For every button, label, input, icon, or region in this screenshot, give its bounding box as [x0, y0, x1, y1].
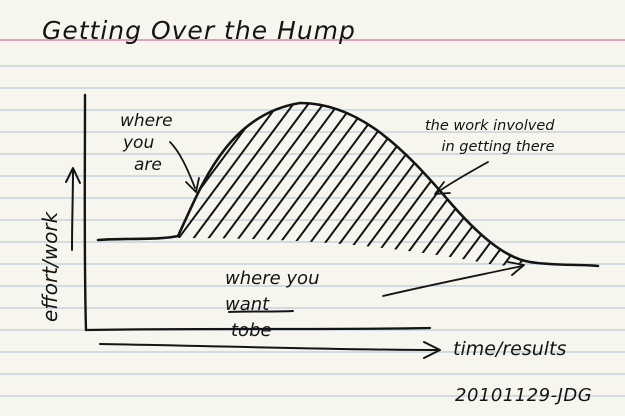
work-involved-line: in getting there: [441, 139, 555, 155]
want-to-be-arrowhead: [507, 261, 525, 276]
where-you-are-label: where you are: [120, 110, 173, 176]
hatch-line: [620, 95, 625, 270]
y-axis-arrow-shaft: [71, 169, 74, 251]
want-underline: [228, 310, 294, 313]
y-axis-label: effort/work: [38, 211, 62, 322]
work-involved-label: the work involved in getting there: [425, 116, 555, 158]
where-you-are-line: are: [134, 155, 162, 175]
want-to-be-line: where you: [225, 268, 320, 289]
hatch-line: [545, 95, 625, 270]
want-to-be-label: where you want tobe: [225, 266, 319, 344]
hatch-line: [560, 95, 625, 270]
y-axis-arrow-head: [65, 167, 81, 184]
hump-curve: [96, 101, 600, 268]
want-tail: tobe: [231, 320, 272, 341]
x-axis-arrow-shaft: [99, 343, 439, 351]
x-axis-label: time/results: [453, 338, 567, 360]
y-axis: [83, 93, 88, 332]
hatch-line: [605, 95, 625, 270]
work-involved-pointer: [437, 161, 489, 193]
work-involved-line: the work involved: [425, 118, 555, 134]
hatch-line: [575, 95, 625, 270]
where-you-are-line: where: [120, 111, 173, 131]
want-to-be-line2: want tobe: [225, 292, 319, 344]
x-axis: [84, 326, 432, 332]
where-you-are-line: you: [123, 133, 155, 153]
where-you-are-pointer: [169, 141, 196, 189]
hatch-line: [590, 95, 625, 270]
work-involved-arrowhead: [434, 181, 451, 195]
want-word: want: [225, 294, 270, 315]
page-title: Getting Over the Hump: [42, 16, 356, 45]
where-you-are-arrowhead: [185, 177, 200, 193]
signature: 20101129-JDG: [455, 385, 593, 406]
hatch-line: [178, 103, 286, 266]
want-to-be-pointer: [382, 265, 523, 297]
x-axis-arrow-head: [423, 341, 441, 359]
